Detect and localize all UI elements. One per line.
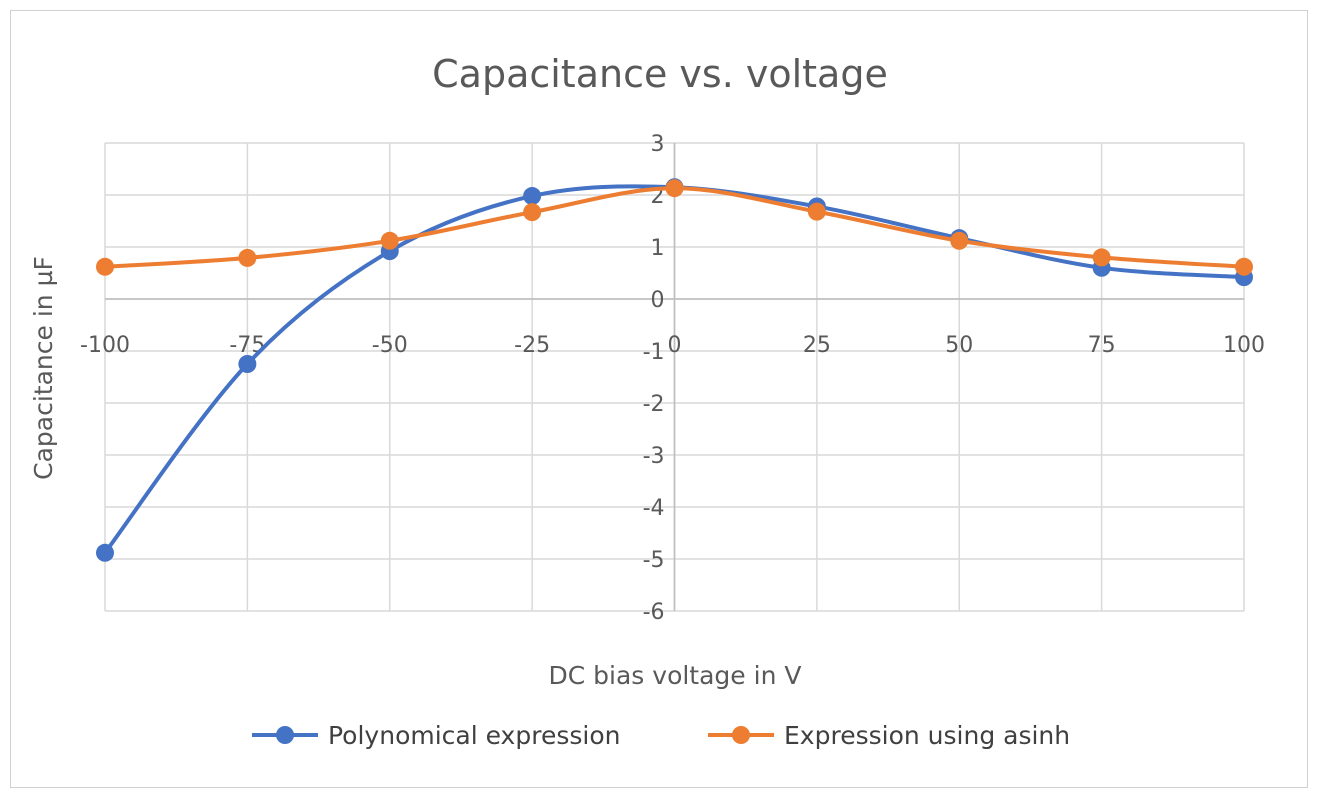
data-point (523, 203, 542, 222)
data-point (1092, 248, 1111, 267)
x-tick-label: -75 (229, 333, 265, 358)
data-point (96, 543, 114, 562)
data-point (523, 187, 542, 206)
y-axis-label: Capacitance in µF (29, 256, 58, 480)
y-tick-label: -6 (643, 600, 665, 625)
x-tick-labels: -100 -75 -50 -25 0 25 50 75 100 (80, 333, 1265, 358)
legend-label: Expression using asinh (784, 721, 1070, 750)
data-point (380, 231, 399, 250)
series-layer (96, 178, 1253, 562)
data-point (96, 257, 114, 276)
y-tick-label: 1 (651, 236, 665, 261)
legend-entry-expression-using-asinh: Expression using asinh (708, 721, 1070, 750)
legend-label: Polynomical expression (328, 721, 620, 750)
legend-swatch-marker (732, 726, 750, 744)
data-point (238, 355, 257, 373)
y-tick-label: -1 (643, 340, 665, 365)
x-tick-label: 0 (668, 333, 682, 358)
series-expression-using-asinh (96, 179, 1253, 276)
y-tick-label: -4 (643, 496, 665, 521)
data-point (665, 179, 684, 198)
y-tick-label: 3 (651, 132, 665, 157)
data-point (1235, 257, 1253, 276)
x-tick-label: 50 (945, 333, 973, 358)
chart-frame (10, 10, 1308, 788)
x-tick-label: 100 (1223, 333, 1265, 358)
x-tick-label: -100 (80, 333, 130, 358)
y-tick-label: -3 (643, 444, 665, 469)
legend-swatch-marker (276, 726, 294, 744)
x-tick-label: 75 (1088, 333, 1116, 358)
y-tick-label: -5 (643, 548, 665, 573)
legend-entry-polynomical-expression: Polynomical expression (252, 721, 620, 750)
y-tick-label: -2 (643, 392, 665, 417)
x-axis-label: DC bias voltage in V (549, 661, 802, 690)
chart-title: Capacitance vs. voltage (432, 52, 888, 96)
data-point (950, 231, 969, 250)
data-point (238, 248, 257, 267)
legend: Polynomical expression Expression using a… (252, 721, 1070, 750)
x-tick-label: -50 (372, 333, 408, 358)
x-tick-label: -25 (514, 333, 550, 358)
y-tick-label: 0 (651, 288, 665, 313)
axes (105, 143, 1244, 611)
data-point (807, 202, 826, 221)
x-tick-label: 25 (803, 333, 831, 358)
